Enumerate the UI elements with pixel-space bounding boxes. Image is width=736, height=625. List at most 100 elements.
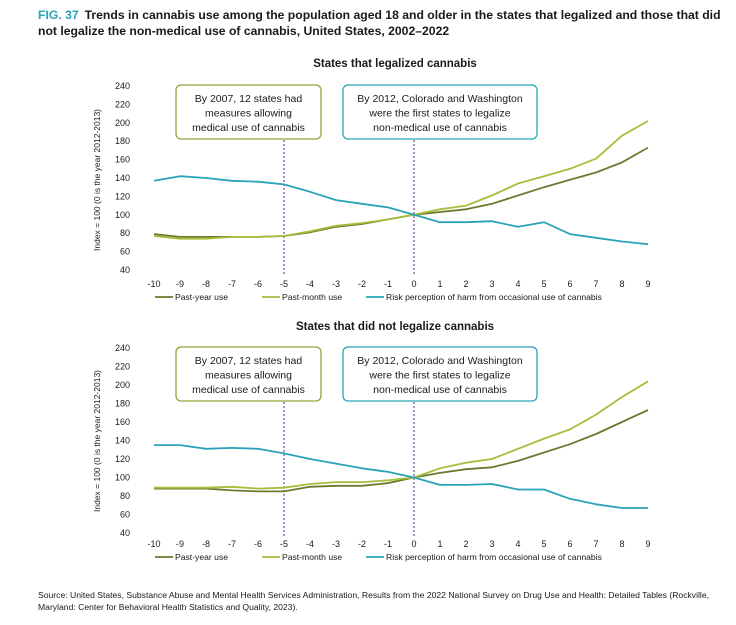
x-tick-label: 9: [645, 539, 650, 549]
annotation-text: non-medical use of cannabis: [373, 384, 507, 396]
y-tick-label: 200: [115, 380, 130, 390]
x-tick-label: -5: [280, 539, 288, 549]
y-tick-label: 220: [115, 362, 130, 372]
figure-label: FIG. 37: [38, 8, 79, 22]
legend-label: Past-month use: [282, 292, 342, 302]
x-tick-label: 1: [437, 279, 442, 289]
annotation-text: medical use of cannabis: [192, 384, 305, 396]
x-tick-label: -9: [176, 279, 184, 289]
x-tick-label: 9: [645, 279, 650, 289]
x-tick-label: 5: [541, 539, 546, 549]
figure-title: Trends in cannabis use among the populat…: [38, 8, 721, 38]
y-tick-label: 140: [115, 436, 130, 446]
y-tick-label: 80: [120, 228, 130, 238]
series-line-past-month: [153, 120, 649, 240]
annotation-text: were the first states to legalize: [368, 370, 510, 382]
y-tick-label: 40: [120, 265, 130, 275]
x-tick-label: -9: [176, 539, 184, 549]
y-tick-label: 120: [115, 191, 130, 201]
x-tick-label: 7: [593, 539, 598, 549]
y-tick-label: 160: [115, 417, 130, 427]
legend-label: Past-year use: [175, 292, 228, 302]
x-tick-label: -7: [228, 539, 236, 549]
annotation-text: non-medical use of cannabis: [373, 122, 507, 134]
x-tick-label: -3: [332, 279, 340, 289]
chart-panel-2: States that did not legalize cannabis406…: [92, 321, 651, 562]
y-axis-label: Index = 100 (0 is the year 2012-2013): [92, 109, 102, 251]
x-tick-label: -7: [228, 279, 236, 289]
series-line-past-month: [154, 380, 649, 490]
source-note: Source: United States, Substance Abuse a…: [38, 590, 709, 612]
x-tick-label: -2: [358, 279, 366, 289]
y-tick-label: 60: [120, 510, 130, 520]
y-tick-label: 80: [120, 491, 130, 501]
legend-label: Past-year use: [175, 552, 228, 562]
annotation-text: By 2012, Colorado and Washington: [357, 93, 523, 105]
annotation-text: By 2007, 12 states had: [195, 93, 303, 105]
x-tick-label: -5: [280, 279, 288, 289]
x-tick-label: 5: [541, 279, 546, 289]
chart-panel-1: States that legalized cannabis4060801001…: [92, 58, 651, 302]
x-tick-label: -4: [306, 279, 314, 289]
annotation-box: [342, 346, 538, 402]
x-tick-label: -3: [332, 539, 340, 549]
x-tick-label: 4: [515, 539, 520, 549]
series-line-past-year: [154, 409, 649, 493]
y-tick-label: 180: [115, 136, 130, 146]
x-tick-label: -6: [254, 279, 262, 289]
x-tick-label: 3: [489, 539, 494, 549]
x-tick-label: 6: [567, 279, 572, 289]
annotation-box: [175, 346, 322, 402]
y-tick-label: 200: [115, 118, 130, 128]
y-tick-label: 240: [115, 81, 130, 91]
annotation-text: measures allowing: [205, 108, 292, 120]
figure-header: FIG. 37 Trends in cannabis use among the …: [38, 8, 728, 39]
x-tick-label: 3: [489, 279, 494, 289]
x-tick-label: 8: [619, 539, 624, 549]
legend-label: Past-month use: [282, 552, 342, 562]
series-line-risk: [154, 444, 648, 509]
y-tick-label: 240: [115, 343, 130, 353]
x-tick-label: 0: [411, 279, 416, 289]
series-line-risk: [153, 175, 649, 246]
y-tick-label: 120: [115, 454, 130, 464]
y-tick-label: 220: [115, 99, 130, 109]
x-tick-label: -10: [147, 279, 160, 289]
annotation-text: By 2007, 12 states had: [195, 355, 303, 367]
x-tick-label: 1: [437, 539, 442, 549]
x-tick-label: -6: [254, 539, 262, 549]
chart-title: States that did not legalize cannabis: [296, 321, 494, 333]
series-line-past-year: [153, 146, 649, 238]
x-tick-label: -8: [202, 539, 210, 549]
x-tick-label: -1: [384, 539, 392, 549]
annotation-box: [175, 84, 322, 140]
y-tick-label: 40: [120, 528, 130, 538]
x-tick-label: 4: [515, 279, 520, 289]
x-tick-label: 7: [593, 279, 598, 289]
annotation-text: were the first states to legalize: [368, 108, 510, 120]
charts-canvas: States that legalized cannabis4060801001…: [92, 58, 651, 562]
x-tick-label: -10: [147, 539, 160, 549]
y-axis-label: Index = 100 (0 is the year 2012-2013): [92, 370, 102, 512]
annotation-text: By 2012, Colorado and Washington: [357, 355, 523, 367]
y-tick-label: 140: [115, 173, 130, 183]
y-tick-label: 60: [120, 247, 130, 257]
annotation-box: [342, 84, 538, 140]
x-tick-label: 0: [411, 539, 416, 549]
x-tick-label: 2: [463, 279, 468, 289]
x-tick-label: 8: [619, 279, 624, 289]
x-tick-label: -2: [358, 539, 366, 549]
y-tick-label: 160: [115, 155, 130, 165]
x-tick-label: 2: [463, 539, 468, 549]
legend-label: Risk perception of harm from occasional …: [386, 292, 602, 302]
x-tick-label: -1: [384, 279, 392, 289]
x-tick-label: -8: [202, 279, 210, 289]
y-tick-label: 180: [115, 399, 130, 409]
y-tick-label: 100: [115, 473, 130, 483]
x-tick-label: -4: [306, 539, 314, 549]
x-tick-label: 6: [567, 539, 572, 549]
annotation-text: medical use of cannabis: [192, 122, 305, 134]
legend-label: Risk perception of harm from occasional …: [386, 552, 602, 562]
y-tick-label: 100: [115, 210, 130, 220]
annotation-text: measures allowing: [205, 370, 292, 382]
